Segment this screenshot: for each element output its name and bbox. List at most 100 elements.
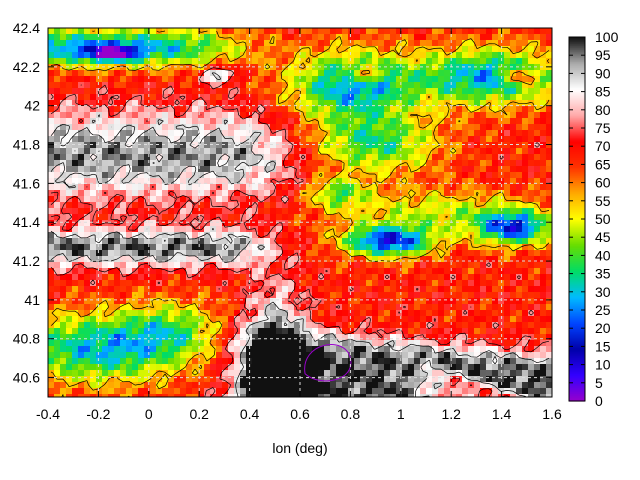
heatmap-cell <box>312 196 318 202</box>
heatmap-cell <box>228 112 234 118</box>
heatmap-cell <box>90 238 96 244</box>
heatmap-cell <box>114 226 120 232</box>
heatmap-cell <box>498 28 504 34</box>
heatmap-cell <box>354 208 360 214</box>
heatmap-cell <box>66 310 72 316</box>
heatmap-cell <box>228 178 234 184</box>
heatmap-cell <box>342 100 348 106</box>
heatmap-cell <box>390 70 396 76</box>
heatmap-cell <box>330 160 336 166</box>
heatmap-cell <box>504 52 510 58</box>
heatmap-cell <box>510 304 516 310</box>
heatmap-cell <box>132 310 138 316</box>
heatmap-cell <box>180 226 186 232</box>
heatmap-cell <box>150 364 156 370</box>
heatmap-cell <box>318 46 324 52</box>
heatmap-cell <box>522 244 528 250</box>
heatmap-cell <box>450 106 456 112</box>
heatmap-cell <box>510 58 516 64</box>
heatmap-cell <box>546 226 552 232</box>
heatmap-cell <box>234 208 240 214</box>
heatmap-cell <box>132 100 138 106</box>
heatmap-cell <box>234 244 240 250</box>
heatmap-cell <box>216 304 222 310</box>
heatmap-cell <box>348 118 354 124</box>
heatmap-cell <box>144 58 150 64</box>
heatmap-cell <box>300 244 306 250</box>
heatmap-cell <box>120 76 126 82</box>
heatmap-cell <box>198 238 204 244</box>
heatmap-cell <box>492 124 498 130</box>
heatmap-cell <box>300 370 306 376</box>
heatmap-cell <box>246 130 252 136</box>
heatmap-cell <box>480 274 486 280</box>
heatmap-cell <box>192 76 198 82</box>
heatmap-cell <box>120 214 126 220</box>
heatmap-cell <box>510 178 516 184</box>
heatmap-cell <box>198 262 204 268</box>
heatmap-cell <box>54 214 60 220</box>
heatmap-cell <box>420 352 426 358</box>
heatmap-cell <box>240 106 246 112</box>
heatmap-cell <box>450 220 456 226</box>
heatmap-cell <box>66 232 72 238</box>
heatmap-cell <box>390 244 396 250</box>
heatmap-cell <box>102 136 108 142</box>
heatmap-cell <box>288 286 294 292</box>
heatmap-cell <box>306 118 312 124</box>
heatmap-cell <box>384 166 390 172</box>
heatmap-cell <box>420 214 426 220</box>
heatmap-cell <box>528 190 534 196</box>
heatmap-cell <box>444 364 450 370</box>
heatmap-cell <box>378 370 384 376</box>
heatmap-cell <box>192 214 198 220</box>
heatmap-cell <box>354 178 360 184</box>
heatmap-cell <box>312 370 318 376</box>
heatmap-cell <box>492 346 498 352</box>
heatmap-cell <box>126 358 132 364</box>
heatmap-cell <box>348 130 354 136</box>
heatmap-cell <box>324 34 330 40</box>
heatmap-cell <box>408 244 414 250</box>
heatmap-cell <box>126 310 132 316</box>
heatmap-cell <box>336 154 342 160</box>
heatmap-cell <box>204 274 210 280</box>
heatmap-cell <box>198 124 204 130</box>
heatmap-cell <box>84 160 90 166</box>
heatmap-cell <box>360 100 366 106</box>
heatmap-cell <box>492 298 498 304</box>
heatmap-cell <box>126 172 132 178</box>
heatmap-cell <box>390 58 396 64</box>
heatmap-cell <box>150 58 156 64</box>
heatmap-cell <box>468 166 474 172</box>
heatmap-cell <box>228 358 234 364</box>
heatmap-cell <box>342 46 348 52</box>
heatmap-cell <box>492 208 498 214</box>
heatmap-cell <box>438 184 444 190</box>
heatmap-cell <box>78 208 84 214</box>
heatmap-cell <box>192 220 198 226</box>
heatmap-cell <box>432 286 438 292</box>
heatmap-cell <box>264 196 270 202</box>
heatmap-cell <box>354 46 360 52</box>
heatmap-cell <box>474 160 480 166</box>
heatmap-cell <box>324 172 330 178</box>
heatmap-cell <box>480 286 486 292</box>
heatmap-cell <box>246 376 252 382</box>
heatmap-cell <box>102 190 108 196</box>
heatmap-cell <box>492 58 498 64</box>
heatmap-cell <box>192 208 198 214</box>
heatmap-cell <box>162 184 168 190</box>
heatmap-cell <box>324 88 330 94</box>
heatmap-cell <box>270 244 276 250</box>
heatmap-cell <box>348 70 354 76</box>
heatmap-cell <box>336 40 342 46</box>
heatmap-cell <box>48 94 54 100</box>
heatmap-cell <box>540 238 546 244</box>
heatmap-cell <box>366 28 372 34</box>
heatmap-cell <box>78 328 84 334</box>
heatmap-cell <box>504 160 510 166</box>
heatmap-cell <box>198 244 204 250</box>
heatmap-cell <box>402 346 408 352</box>
heatmap-cell <box>504 94 510 100</box>
